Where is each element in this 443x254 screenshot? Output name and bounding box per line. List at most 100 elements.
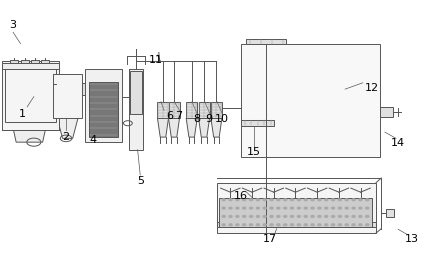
Circle shape bbox=[277, 199, 280, 201]
Circle shape bbox=[304, 199, 307, 201]
Circle shape bbox=[229, 216, 232, 217]
Circle shape bbox=[297, 224, 300, 226]
Circle shape bbox=[222, 207, 225, 209]
Circle shape bbox=[365, 207, 369, 209]
Polygon shape bbox=[211, 118, 222, 137]
Circle shape bbox=[311, 207, 314, 209]
Circle shape bbox=[229, 207, 232, 209]
Text: 15: 15 bbox=[247, 147, 261, 157]
Circle shape bbox=[256, 224, 260, 226]
Circle shape bbox=[249, 199, 253, 201]
Circle shape bbox=[236, 224, 239, 226]
Circle shape bbox=[325, 216, 328, 217]
Bar bbox=[157, 102, 168, 118]
Circle shape bbox=[236, 216, 239, 217]
Circle shape bbox=[222, 199, 225, 201]
Circle shape bbox=[270, 199, 273, 201]
Bar bbox=[85, 69, 122, 142]
Text: 7: 7 bbox=[175, 111, 183, 121]
Circle shape bbox=[236, 199, 239, 201]
Bar bbox=[186, 102, 197, 118]
Bar bbox=[31, 60, 39, 63]
Circle shape bbox=[263, 216, 266, 217]
Circle shape bbox=[277, 207, 280, 209]
Bar bbox=[53, 74, 82, 118]
Bar bbox=[20, 60, 28, 63]
Text: 4: 4 bbox=[90, 135, 97, 145]
Circle shape bbox=[291, 207, 294, 209]
Circle shape bbox=[249, 224, 253, 226]
Circle shape bbox=[243, 224, 246, 226]
Circle shape bbox=[345, 216, 348, 217]
Circle shape bbox=[243, 199, 246, 201]
Circle shape bbox=[331, 224, 334, 226]
Circle shape bbox=[222, 224, 225, 226]
Circle shape bbox=[277, 216, 280, 217]
Text: 14: 14 bbox=[391, 138, 405, 148]
Circle shape bbox=[270, 224, 273, 226]
Bar bbox=[198, 102, 210, 118]
Circle shape bbox=[345, 199, 348, 201]
Bar bbox=[89, 82, 118, 137]
Bar bbox=[241, 44, 381, 157]
Circle shape bbox=[222, 216, 225, 217]
Circle shape bbox=[263, 207, 266, 209]
Text: 16: 16 bbox=[233, 192, 248, 201]
Text: 13: 13 bbox=[404, 234, 418, 244]
Circle shape bbox=[359, 199, 362, 201]
Circle shape bbox=[338, 216, 342, 217]
Bar bbox=[246, 39, 286, 44]
Text: 3: 3 bbox=[10, 20, 16, 30]
Circle shape bbox=[331, 216, 334, 217]
Circle shape bbox=[311, 216, 314, 217]
Circle shape bbox=[249, 207, 253, 209]
Circle shape bbox=[270, 207, 273, 209]
Text: 10: 10 bbox=[214, 114, 229, 124]
Bar bbox=[211, 102, 222, 118]
Circle shape bbox=[318, 199, 321, 201]
Bar bbox=[219, 198, 372, 227]
Circle shape bbox=[229, 199, 232, 201]
Polygon shape bbox=[186, 118, 197, 137]
Circle shape bbox=[229, 224, 232, 226]
Circle shape bbox=[318, 224, 321, 226]
Bar bbox=[381, 107, 393, 117]
Circle shape bbox=[352, 224, 355, 226]
Polygon shape bbox=[168, 118, 179, 137]
Circle shape bbox=[291, 216, 294, 217]
Circle shape bbox=[284, 216, 287, 217]
Text: 12: 12 bbox=[365, 83, 379, 93]
Bar bbox=[241, 120, 275, 126]
Text: 8: 8 bbox=[193, 114, 200, 124]
Circle shape bbox=[284, 224, 287, 226]
Polygon shape bbox=[12, 122, 47, 142]
Circle shape bbox=[352, 207, 355, 209]
Circle shape bbox=[304, 216, 307, 217]
Polygon shape bbox=[157, 118, 168, 137]
Circle shape bbox=[291, 224, 294, 226]
Circle shape bbox=[311, 224, 314, 226]
Circle shape bbox=[352, 199, 355, 201]
Bar bbox=[130, 71, 142, 114]
Circle shape bbox=[359, 216, 362, 217]
Circle shape bbox=[331, 207, 334, 209]
Polygon shape bbox=[198, 118, 210, 137]
Circle shape bbox=[277, 224, 280, 226]
Bar bbox=[129, 69, 143, 150]
Circle shape bbox=[297, 207, 300, 209]
Circle shape bbox=[270, 216, 273, 217]
Bar bbox=[217, 183, 376, 233]
Bar bbox=[10, 60, 18, 63]
Circle shape bbox=[345, 224, 348, 226]
Circle shape bbox=[359, 224, 362, 226]
Polygon shape bbox=[57, 118, 78, 138]
Text: 2: 2 bbox=[62, 132, 70, 142]
Circle shape bbox=[325, 224, 328, 226]
Circle shape bbox=[365, 199, 369, 201]
Circle shape bbox=[359, 207, 362, 209]
Circle shape bbox=[284, 207, 287, 209]
Circle shape bbox=[297, 216, 300, 217]
Bar bbox=[217, 222, 376, 227]
Circle shape bbox=[338, 199, 342, 201]
Text: 9: 9 bbox=[206, 114, 213, 124]
